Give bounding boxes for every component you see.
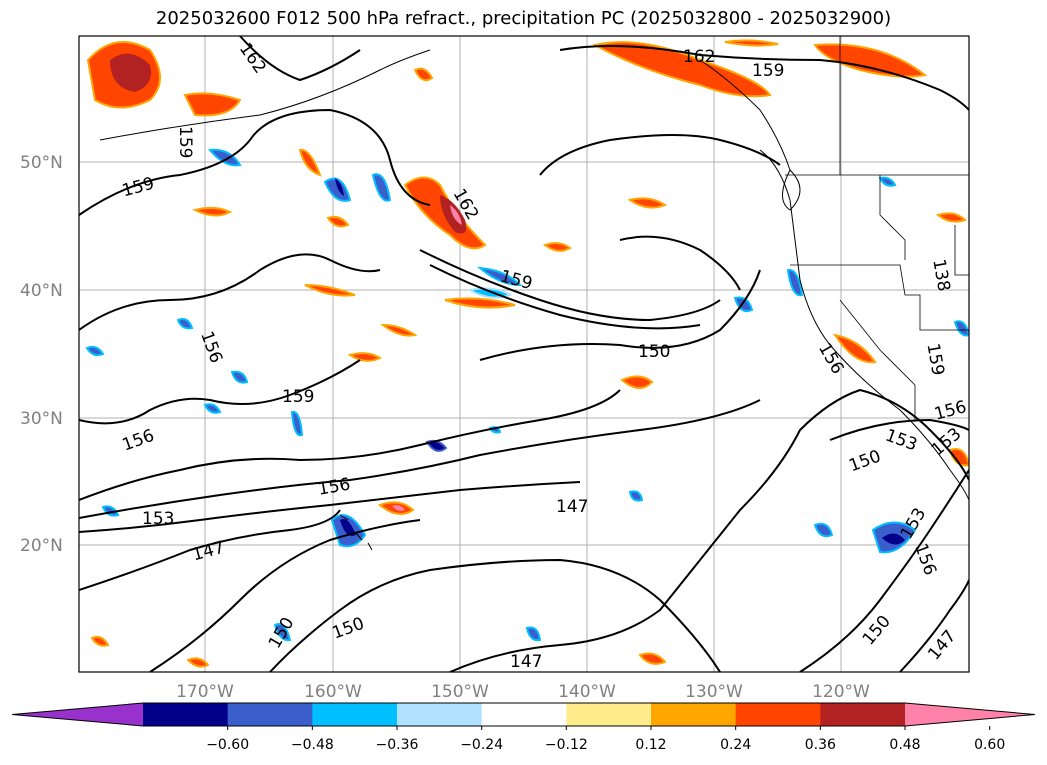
plot-area: 162 159 159 162 159 162 159 156 159 156 … bbox=[79, 36, 969, 672]
contour-label: 159 bbox=[282, 387, 314, 407]
colorbar-bin bbox=[735, 703, 821, 726]
colorbar-tick-label: 0.24 bbox=[720, 737, 751, 753]
lat-label-50n: 50°N bbox=[20, 153, 63, 173]
lon-label-120w: 120°W bbox=[812, 682, 870, 702]
lon-label-170w: 170°W bbox=[176, 682, 234, 702]
colorbar-bin bbox=[397, 703, 483, 726]
lat-label-20n: 20°N bbox=[20, 536, 63, 556]
lat-label-40n: 40°N bbox=[20, 281, 63, 301]
colorbar-tick-label: −0.36 bbox=[376, 737, 419, 753]
colorbar-extend-high bbox=[905, 703, 1035, 726]
lon-label-130w: 130°W bbox=[685, 682, 743, 702]
contour-label: 147 bbox=[510, 652, 542, 672]
colorbar-bin bbox=[481, 703, 567, 726]
colorbar: −0.60 −0.48 −0.36 −0.24 −0.12 0.12 0.24 0.36 0.4… bbox=[11, 702, 1036, 753]
colorbar-tick-label: −0.24 bbox=[460, 737, 503, 753]
colorbar-tick-label: −0.12 bbox=[545, 737, 588, 753]
colorbar-tick-label: 0.48 bbox=[889, 737, 920, 753]
colorbar-bin bbox=[312, 703, 398, 726]
plot-frame bbox=[78, 35, 970, 673]
contour-label: 153 bbox=[142, 509, 174, 529]
colorbar-bin bbox=[820, 703, 906, 726]
colorbar-bin bbox=[143, 703, 229, 726]
colorbar-tick-label: 0.36 bbox=[805, 737, 836, 753]
lon-label-160w: 160°W bbox=[304, 682, 362, 702]
colorbar-tick-label: −0.48 bbox=[291, 737, 334, 753]
precip-shading bbox=[85, 39, 969, 668]
lon-label-150w: 150°W bbox=[431, 682, 489, 702]
map-title: 2025032600 F012 500 hPa refract., precip… bbox=[155, 8, 892, 29]
gridlines bbox=[79, 36, 969, 672]
colorbar-tick-label: 0.12 bbox=[635, 737, 666, 753]
contour-label: 147 bbox=[556, 497, 588, 517]
lon-axis-labels: 170°W 160°W 150°W 140°W 130°W 120°W bbox=[176, 682, 870, 702]
political-borders bbox=[785, 36, 969, 420]
contour-label: 150 bbox=[638, 342, 670, 362]
lat-axis-labels: 50°N 40°N 30°N 20°N bbox=[20, 153, 63, 556]
lat-label-30n: 30°N bbox=[20, 409, 63, 429]
lon-label-140w: 140°W bbox=[558, 682, 616, 702]
colorbar-bin bbox=[227, 703, 313, 726]
contour-label: 162 bbox=[683, 47, 715, 67]
colorbar-bin bbox=[566, 703, 652, 726]
colorbar-extend-low bbox=[12, 703, 143, 726]
colorbar-outline bbox=[11, 702, 1036, 727]
colorbar-tick-label: −0.60 bbox=[206, 737, 249, 753]
coastlines bbox=[99, 49, 969, 551]
refractivity-contours bbox=[79, 36, 969, 672]
contour-label: 159 bbox=[752, 61, 784, 81]
contour-label: 159 bbox=[175, 126, 195, 158]
colorbar-bin bbox=[651, 703, 737, 726]
colorbar-tick-label: 0.60 bbox=[974, 737, 1005, 753]
contour-labels: 162 159 159 162 159 162 159 156 159 156 … bbox=[120, 39, 969, 672]
